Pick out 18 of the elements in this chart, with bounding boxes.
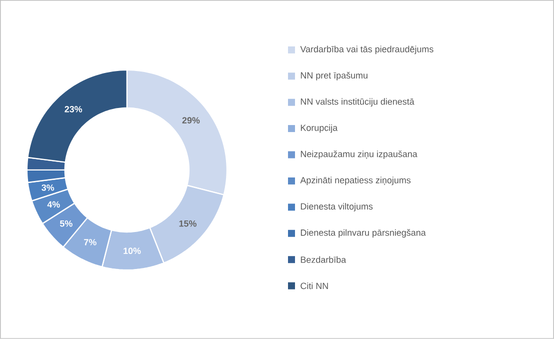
legend-label: Apzināti nepatiess ziņojums — [300, 176, 411, 186]
legend-label: Citi NN — [300, 282, 328, 290]
legend-label: Neizpaužamu ziņu izpaušana — [300, 150, 418, 160]
data-label: 4% — [47, 201, 60, 208]
legend-label: Dienesta pilnvaru pārsniegšana — [300, 229, 426, 238]
data-label: 7% — [84, 239, 96, 246]
legend-label: Korupcija — [300, 124, 338, 133]
data-label: 5% — [60, 220, 72, 227]
data-label: 29% — [182, 117, 200, 124]
legend-label: Dienesta viltojums — [300, 203, 373, 212]
legend-label: Bezdarbība — [300, 256, 346, 263]
legend-label: Vardarbība vai tās piedraudējums — [300, 46, 434, 54]
data-label: 23% — [64, 106, 82, 112]
data-label: 10% — [124, 248, 141, 254]
legend-label: NN pret īpašumu — [300, 72, 368, 80]
legend-label: NN valsts institūciju dienestā — [300, 98, 414, 107]
data-label: 3% — [42, 184, 54, 191]
data-label: 15% — [179, 220, 196, 227]
